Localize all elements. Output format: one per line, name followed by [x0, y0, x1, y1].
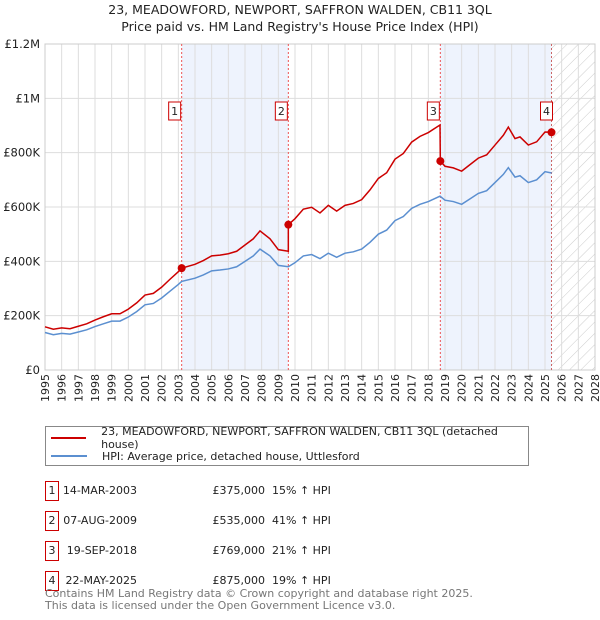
footer-copyright: Contains HM Land Registry data © Crown c…	[45, 587, 473, 600]
sale-row: 2 07-AUG-2009 £535,000 41% ↑ HPI	[45, 511, 445, 531]
y-tick-label: £0	[25, 363, 40, 377]
footer: Contains HM Land Registry data © Crown c…	[45, 588, 473, 612]
sale-point	[284, 220, 293, 229]
x-tick-label: 2000	[122, 374, 135, 402]
legend-label-hpi: HPI: Average price, detached house, Uttl…	[102, 449, 360, 463]
y-tick-label: £600K	[3, 200, 40, 214]
y-tick-label: £1.2M	[4, 37, 40, 51]
x-tick-label: 2015	[372, 374, 385, 402]
sale-marker-badge: 2	[45, 511, 59, 531]
y-tick-label: £1M	[15, 91, 40, 105]
sale-hpi-diff: 19% ↑ HPI	[272, 574, 331, 587]
x-tick-label: 2023	[506, 374, 519, 402]
x-tick-label: 2017	[406, 374, 419, 402]
x-tick-label: 1995	[39, 374, 52, 402]
plot-frame	[44, 43, 596, 371]
sale-marker-box	[540, 101, 553, 121]
x-tick-label: 2026	[556, 374, 569, 402]
x-tick-label: 1998	[89, 374, 102, 402]
x-tick-label: 1997	[72, 374, 85, 402]
x-tick-label: 2004	[189, 374, 202, 402]
x-tick-label: 2025	[539, 374, 552, 402]
x-tick-label: 2016	[389, 374, 402, 402]
sale-date: 07-AUG-2009	[63, 514, 137, 527]
sale-marker-label: 4	[540, 101, 553, 121]
sale-hpi-diff: 21% ↑ HPI	[272, 544, 331, 557]
legend-swatch-property	[51, 437, 87, 439]
sale-row: 1 14-MAR-2003 £375,000 15% ↑ HPI	[45, 481, 445, 501]
sale-price: £535,000	[212, 514, 266, 527]
x-tick-label: 2018	[422, 374, 435, 402]
x-tick-label: 2019	[439, 374, 452, 402]
sale-marker-number: 4	[543, 105, 550, 118]
legend-item-hpi: HPI: Average price, detached house, Uttl…	[51, 449, 360, 463]
sale-marker-badge: 3	[45, 541, 59, 561]
legend-swatch-hpi	[51, 455, 87, 457]
sale-marker-box	[426, 101, 440, 121]
sale-marker-label: 2	[274, 101, 288, 121]
y-tick-label: £200K	[3, 309, 40, 323]
x-tick-label: 1996	[56, 374, 69, 402]
x-tick-label: 1999	[106, 374, 119, 402]
legend: 23, MEADOWFORD, NEWPORT, SAFFRON WALDEN,…	[45, 425, 529, 466]
sale-price: £875,000	[212, 574, 266, 587]
sale-point	[436, 157, 445, 166]
y-tick-label: £800K	[3, 146, 40, 160]
x-tick-label: 2005	[206, 374, 219, 402]
chart-subtitle: Price paid vs. HM Land Registry's House …	[121, 19, 479, 34]
sale-marker-box	[168, 101, 182, 121]
sale-row: 3 19-SEP-2018 £769,000 21% ↑ HPI	[45, 541, 445, 561]
x-tick-label: 2009	[272, 374, 285, 402]
sale-marker-badge: 4	[45, 571, 59, 591]
sale-date: 14-MAR-2003	[62, 484, 137, 497]
sale-marker-box	[274, 101, 288, 121]
property-price-line	[44, 123, 552, 331]
sale-date: 22-MAY-2025	[65, 574, 137, 587]
x-tick-label: 2001	[139, 374, 152, 402]
footer-licence: This data is licensed under the Open Gov…	[45, 599, 396, 612]
sale-point	[177, 264, 186, 273]
price-chart: 1995 1996 1997 1998 1999 2000 2001 2002 2003 2004…	[3, 37, 600, 402]
legend-item-property: 23, MEADOWFORD, NEWPORT, SAFFRON WALDEN,…	[51, 425, 528, 451]
sale-marker-number: 2	[278, 105, 285, 118]
x-tick-label: 2012	[322, 374, 335, 402]
y-tick-label: £400K	[3, 254, 40, 268]
x-tick-label: 2006	[222, 374, 235, 402]
x-tick-label: 2024	[522, 374, 535, 402]
sale-hpi-diff: 15% ↑ HPI	[272, 484, 331, 497]
sale-hpi-diff: 41% ↑ HPI	[272, 514, 331, 527]
x-tick-label: 2008	[256, 374, 269, 402]
sale-marker-badge: 1	[45, 481, 59, 501]
x-tick-label: 2014	[356, 374, 369, 402]
x-tick-label: 2027	[572, 374, 585, 402]
legend-label-property: 23, MEADOWFORD, NEWPORT, SAFFRON WALDEN,…	[101, 425, 498, 451]
x-tick-label: 2007	[239, 374, 252, 402]
x-tick-label: 2002	[156, 374, 169, 402]
hpi-line	[44, 166, 552, 336]
chart-title: 23, MEADOWFORD, NEWPORT, SAFFRON WALDEN,…	[108, 2, 492, 17]
x-tick-label: 2020	[456, 374, 469, 402]
x-tick-label: 2028	[589, 374, 600, 402]
sale-price: £375,000	[212, 484, 266, 497]
sale-point	[547, 128, 556, 137]
x-tick-label: 2013	[339, 374, 352, 402]
sale-date: 19-SEP-2018	[66, 544, 137, 557]
x-tick-label: 2010	[289, 374, 302, 402]
x-tick-label: 2011	[306, 374, 319, 402]
sale-marker-number: 1	[171, 105, 178, 118]
x-tick-label: 2003	[172, 374, 185, 402]
sale-price: £769,000	[212, 544, 266, 557]
x-tick-label: 2021	[472, 374, 485, 402]
sale-marker-label: 1	[168, 101, 182, 121]
x-tick-label: 2022	[489, 374, 502, 402]
sale-row: 4 22-MAY-2025 £875,000 19% ↑ HPI	[45, 571, 445, 591]
sale-marker-label: 3	[426, 101, 440, 121]
sale-marker-number: 3	[430, 105, 437, 118]
